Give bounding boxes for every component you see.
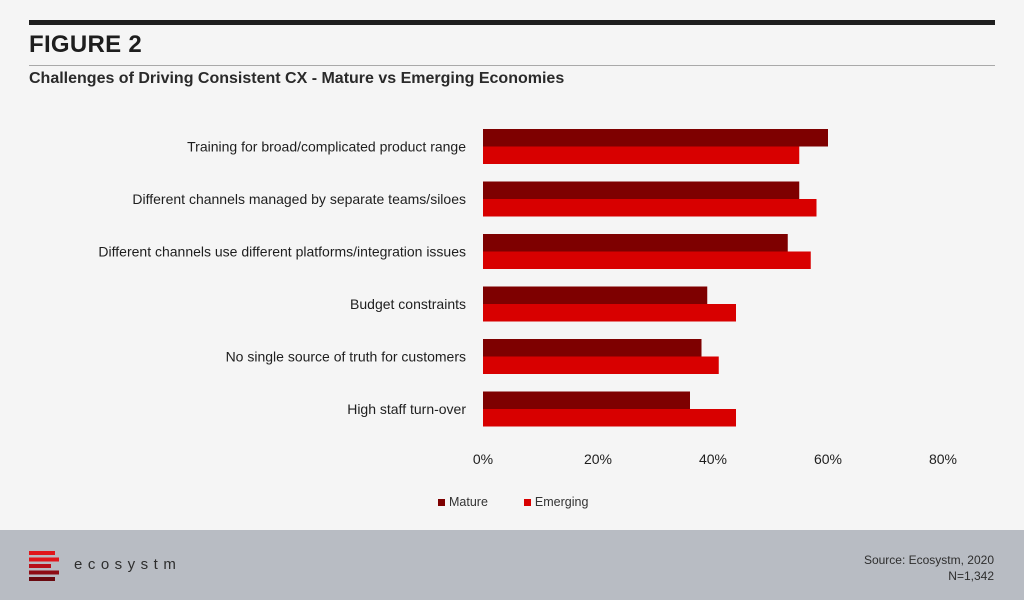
bar-mature-3: [483, 234, 788, 252]
bar-emerging-1: [483, 146, 800, 164]
source-text: Source: Ecosystm, 2020: [863, 553, 994, 567]
legend-label-emerging: Emerging: [534, 495, 589, 509]
bar-chart: Training for broad/complicated product r…: [98, 129, 957, 467]
category-label-1: Training for broad/complicated product r…: [187, 139, 466, 155]
bar-emerging-5: [483, 356, 719, 374]
bar-mature-5: [483, 339, 702, 357]
bar-emerging-6: [483, 409, 736, 427]
top-rule: [29, 20, 995, 25]
x-tick-label-3: 40%: [699, 451, 727, 467]
category-label-5: No single source of truth for customers: [226, 349, 466, 365]
x-tick-label-1: 0%: [473, 451, 493, 467]
bar-emerging-2: [483, 199, 817, 217]
sample-size: N=1,342: [948, 569, 994, 583]
legend-swatch-emerging: [523, 498, 531, 506]
figure-label: FIGURE 2: [29, 31, 143, 58]
legend-swatch-mature: [438, 498, 445, 506]
bar-mature-2: [483, 181, 800, 199]
bar-mature-6: [483, 391, 690, 409]
title-divider: [29, 65, 995, 66]
footer-bar: ecosystm Source: Ecosystm, 2020 N=1,342: [0, 530, 1024, 600]
category-label-4: Budget constraints: [350, 296, 466, 312]
brand-wordmark: ecosystm: [74, 556, 182, 573]
ecosystm-logo-icon: [29, 551, 59, 581]
bar-mature-1: [483, 129, 828, 147]
x-tick-label-5: 80%: [929, 451, 957, 467]
source-note: Source: Ecosystm, 2020 N=1,342: [864, 552, 994, 584]
bar-emerging-4: [483, 304, 736, 322]
x-tick-label-2: 20%: [584, 451, 612, 467]
bar-mature-4: [483, 286, 708, 304]
chart-legend: Mature Emerging: [438, 495, 588, 509]
legend-label-mature: Mature: [449, 495, 488, 509]
legend-item-mature: Mature: [438, 495, 488, 509]
legend-item-emerging: Emerging: [523, 495, 589, 509]
category-label-6: High staff turn-over: [347, 401, 466, 417]
category-label-2: Different channels managed by separate t…: [132, 191, 466, 207]
chart-subtitle: Challenges of Driving Consistent CX - Ma…: [29, 70, 565, 87]
category-label-3: Different channels use different platfor…: [98, 244, 466, 260]
bar-emerging-3: [483, 251, 811, 269]
x-tick-label-4: 60%: [814, 451, 842, 467]
